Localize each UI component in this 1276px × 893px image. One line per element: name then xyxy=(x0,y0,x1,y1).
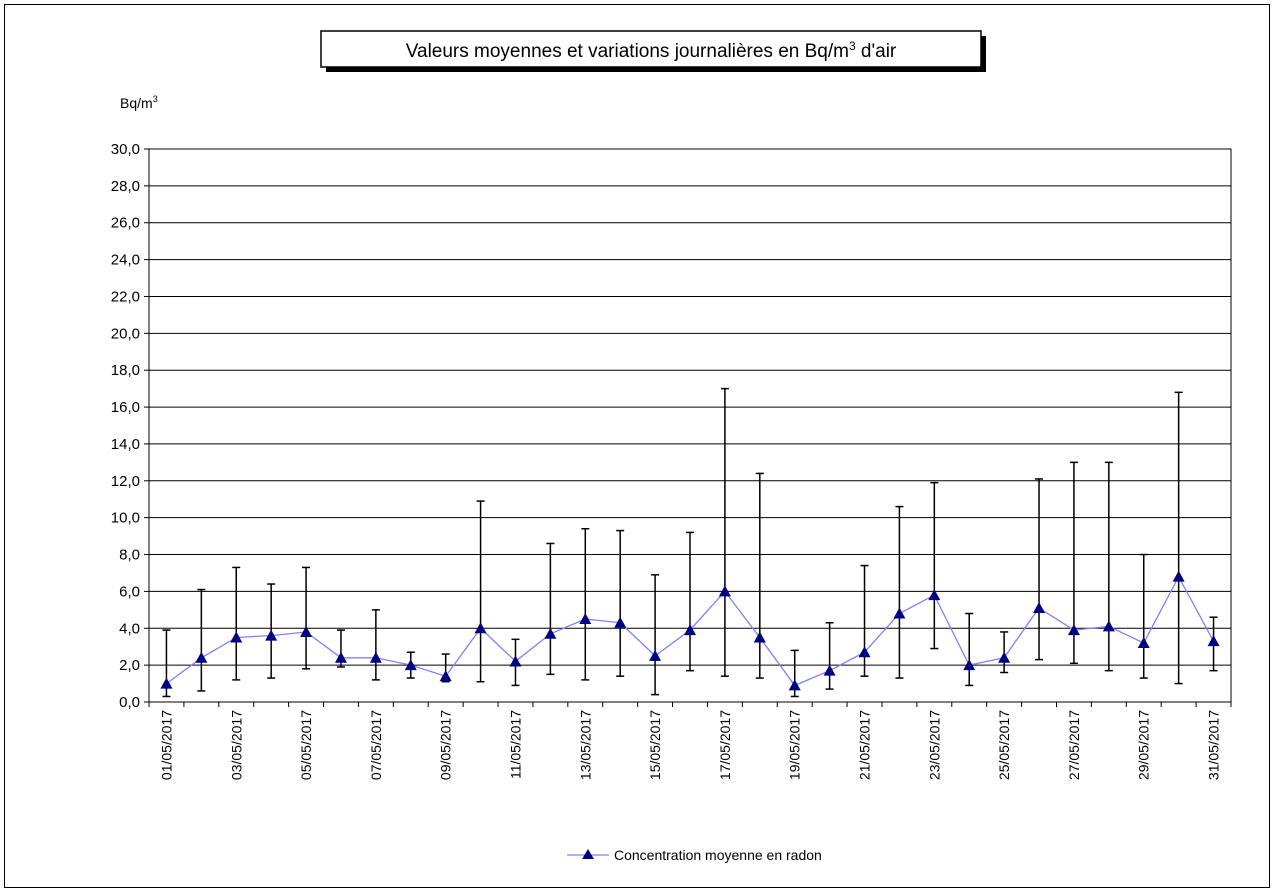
chart-title-group: Valeurs moyennes et variations journaliè… xyxy=(320,30,986,72)
data-point xyxy=(753,631,766,643)
y-tick-label: 18,0 xyxy=(111,362,140,379)
legend-marker-triangle-icon xyxy=(582,849,594,859)
y-tick-label: 0,0 xyxy=(119,694,140,711)
data-point xyxy=(474,622,487,634)
x-tick-label: 01/05/2017 xyxy=(158,710,174,780)
data-point xyxy=(893,607,906,619)
x-tick-label: 05/05/2017 xyxy=(298,710,314,780)
data-point xyxy=(649,649,662,661)
data-point xyxy=(614,616,627,628)
y-tick-label: 14,0 xyxy=(111,436,140,453)
legend-label: Concentration moyenne en radon xyxy=(614,847,822,863)
data-point xyxy=(858,646,871,658)
data-point xyxy=(230,631,243,643)
x-tick-label: 29/05/2017 xyxy=(1136,710,1152,780)
x-tick-labels: 01/05/2017 03/05/2017 05/05/2017 07/05/2017… xyxy=(158,710,1221,780)
x-tick-label: 13/05/2017 xyxy=(577,710,593,780)
chart-frame xyxy=(4,4,1270,888)
plot-area-border xyxy=(148,148,1232,703)
x-tick-label: 15/05/2017 xyxy=(647,710,663,780)
x-tick-label: 07/05/2017 xyxy=(368,710,384,780)
y-tick-labels: 0,0 2,0 4,0 6,0 8,0 10,0 12,0 14,0 16,0 18,0 20,0 2… xyxy=(111,141,140,711)
data-point xyxy=(544,627,557,639)
grid-layer xyxy=(144,148,1232,707)
data-point xyxy=(1207,635,1220,647)
error-bars xyxy=(162,387,1218,698)
y-tick-label: 26,0 xyxy=(111,215,140,232)
x-tick-label: 11/05/2017 xyxy=(507,710,523,779)
data-point xyxy=(1033,601,1046,613)
x-tick-label: 09/05/2017 xyxy=(438,710,454,780)
y-tick-label: 4,0 xyxy=(119,620,140,637)
legend: Concentration moyenne en radon xyxy=(567,847,822,863)
data-point xyxy=(404,659,417,671)
data-point xyxy=(1137,637,1150,649)
data-point xyxy=(334,651,347,663)
x-tick-label: 27/05/2017 xyxy=(1066,710,1082,780)
y-axis-label: Bq/m3 xyxy=(120,94,158,111)
x-tick-label: 03/05/2017 xyxy=(228,710,244,780)
data-point xyxy=(788,679,801,691)
data-point xyxy=(579,613,592,625)
y-tick-label: 16,0 xyxy=(111,399,140,416)
data-point xyxy=(439,670,452,682)
y-tick-label: 8,0 xyxy=(119,547,140,564)
y-tick-label: 28,0 xyxy=(111,178,140,195)
data-point xyxy=(998,651,1011,663)
y-tick-label: 22,0 xyxy=(111,288,140,305)
data-point xyxy=(1102,620,1115,632)
data-point xyxy=(823,664,836,676)
data-point xyxy=(1067,624,1080,636)
data-point xyxy=(369,651,382,663)
y-tick-label: 20,0 xyxy=(111,325,140,342)
x-tick-label: 25/05/2017 xyxy=(996,710,1012,780)
data-point xyxy=(509,655,522,667)
data-point xyxy=(928,589,941,601)
data-point xyxy=(963,659,976,671)
x-tick-label: 19/05/2017 xyxy=(787,710,803,780)
series-markers xyxy=(160,570,1220,691)
data-point xyxy=(718,585,731,597)
data-point xyxy=(160,677,173,689)
y-tick-label: 2,0 xyxy=(119,657,140,674)
x-tick-label: 17/05/2017 xyxy=(717,710,733,780)
x-tick-label: 31/05/2017 xyxy=(1206,710,1222,780)
x-tick-label: 23/05/2017 xyxy=(926,710,942,780)
chart-title: Valeurs moyennes et variations journaliè… xyxy=(406,39,897,62)
x-tick-label: 21/05/2017 xyxy=(857,710,873,780)
data-point xyxy=(195,651,208,663)
y-tick-label: 10,0 xyxy=(111,510,140,527)
y-tick-label: 6,0 xyxy=(119,583,140,600)
title-box xyxy=(320,30,982,68)
data-point xyxy=(684,624,696,636)
y-tick-label: 12,0 xyxy=(111,473,140,490)
data-point xyxy=(300,625,313,637)
data-point xyxy=(265,629,278,641)
data-point xyxy=(1172,570,1185,582)
y-tick-label: 24,0 xyxy=(111,252,140,269)
y-tick-label: 30,0 xyxy=(111,141,140,158)
